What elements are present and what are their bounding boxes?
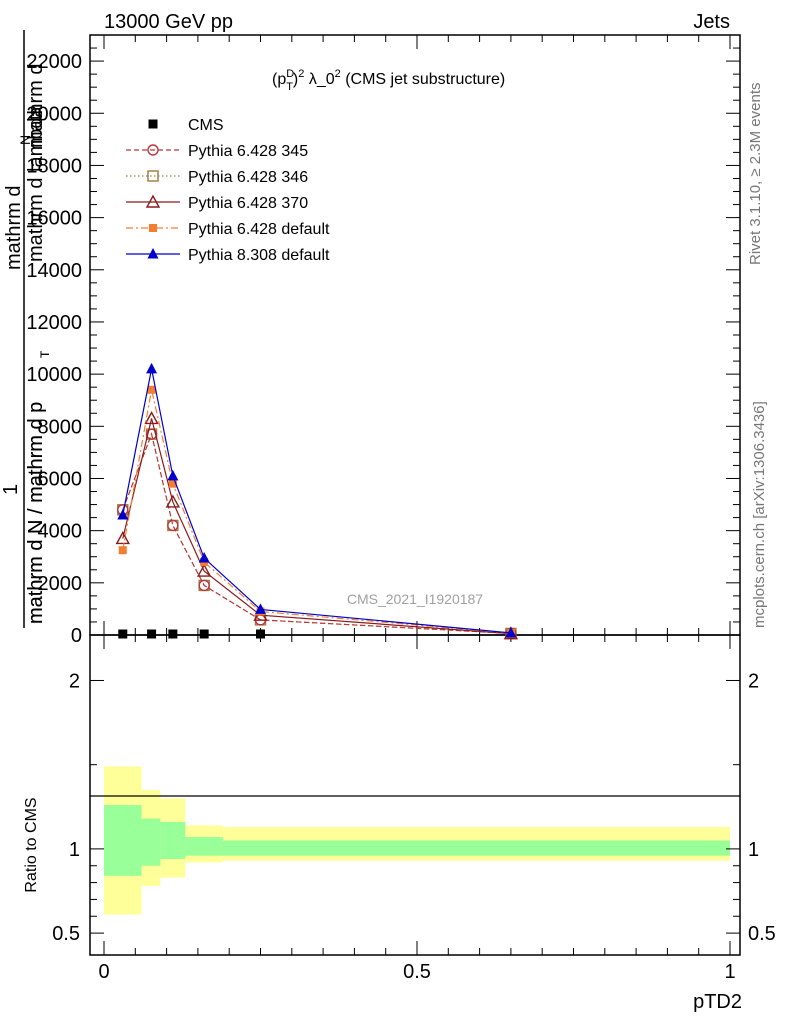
- series-line-p345: [122, 432, 511, 635]
- mcplots-label: mcplots.cern.ch [arXiv:1306.3436]: [751, 401, 768, 628]
- legend-label-p346: Pythia 6.428 346: [188, 169, 308, 186]
- y-tick-label: 2000: [38, 573, 83, 595]
- ratio-ylabel: Ratio to CMS: [23, 797, 40, 892]
- point-p6def-marker: [118, 546, 127, 555]
- point-p345-marker: [145, 428, 158, 440]
- ratio-band-inner: [185, 837, 223, 856]
- ylabel-part-5: mathrm d: [3, 186, 25, 270]
- point-p370-marker: [115, 531, 130, 545]
- y-tick-label: 4000: [38, 521, 83, 543]
- ylabel-part-8: N: [17, 135, 33, 145]
- legend-p6def-marker: [149, 224, 157, 232]
- legend: CMS Pythia 6.428 345 Pythia 6.428 346 Pythi…: [126, 117, 330, 264]
- point-p8def-marker: [117, 509, 129, 520]
- legend-p345-marker: [147, 144, 159, 156]
- ratio-bands: [104, 766, 730, 915]
- ylabel-part-4: T: [38, 350, 52, 358]
- ylabel-part-2: T: [38, 350, 52, 358]
- legend-cms-marker: [148, 119, 158, 129]
- point-p370-marker: [144, 411, 159, 425]
- series-p8def: [117, 362, 517, 638]
- y-tick-label: 14000: [26, 260, 82, 282]
- ratio-y-tick-label-right: 2: [748, 670, 759, 692]
- legend-label-p6def: Pythia 6.428 default: [188, 221, 330, 238]
- legend-label-p8def: Pythia 8.308 default: [188, 247, 330, 264]
- ratio-band-inner: [141, 818, 161, 866]
- point-p345-marker: [198, 579, 210, 592]
- y-tick-label: 18000: [26, 155, 82, 177]
- ratio-y-tick-label: 0.5: [52, 923, 80, 945]
- point-p370-marker: [165, 494, 181, 508]
- ylabel-part-6: mathrm d lambda: [25, 106, 47, 262]
- point-p8def-marker: [146, 362, 158, 374]
- ratio-y-tick-label-right: 1: [748, 839, 759, 861]
- y-tick-label: 8000: [38, 416, 83, 438]
- point-p345-marker: [167, 519, 179, 532]
- y-tick-label: 20000: [26, 103, 82, 125]
- point-cms-marker: [118, 629, 128, 639]
- point-p8def-marker: [255, 603, 266, 614]
- series-p345: [117, 428, 517, 640]
- x-tick-label: 0.5: [403, 961, 431, 983]
- x-axis-label: pTD2: [693, 991, 742, 1013]
- point-cms-marker: [199, 629, 209, 639]
- legend-p370-marker: [145, 194, 161, 208]
- ratio-y-tick-label: 1: [69, 839, 80, 861]
- ratio-x-ticks: 0 0.5 1: [98, 635, 736, 983]
- point-p6def-marker: [147, 385, 156, 394]
- ratio-band-inner: [160, 821, 186, 859]
- ratio-y-tick-label: 2: [69, 670, 80, 692]
- legend-p346-marker: [147, 170, 159, 182]
- series-line-p370: [122, 418, 511, 635]
- point-cms-marker: [147, 629, 157, 639]
- point-p8def-marker: [198, 552, 210, 563]
- ylabel-part-1: mathrm d N / mathrm d p: [25, 402, 47, 624]
- y-tick-label: 6000: [38, 468, 83, 490]
- y-tick-label: 16000: [26, 208, 82, 230]
- ylabel-part-7: mathrm d: [25, 64, 47, 148]
- ratio-band-inner: [104, 805, 142, 876]
- ylabel-part-0: 1: [0, 484, 22, 495]
- point-cms-marker: [168, 629, 178, 639]
- ratio-y-ticks: 0.5 0.5 1 1 2 2: [52, 670, 776, 945]
- legend-label-p370: Pythia 6.428 370: [188, 195, 308, 212]
- legend-label-p345: Pythia 6.428 345: [188, 143, 308, 160]
- ratio-band-inner: [222, 840, 730, 856]
- y-tick-label: 22000: [26, 51, 82, 73]
- y-tick-label: 12000: [26, 312, 82, 334]
- rivet-label: Rivet 3.1.10, ≥ 2.3M events: [747, 83, 764, 266]
- main-y-ticks: 0 2000 4000 6000 8000 10000 12000 14000 16000 180…: [26, 34, 740, 647]
- point-cms-marker: [256, 629, 265, 639]
- series-cms: [118, 629, 265, 639]
- series-line-p8def: [122, 368, 511, 634]
- series-p370: [115, 411, 519, 640]
- point-p8def-marker: [505, 626, 517, 638]
- legend-p8def-marker: [147, 248, 159, 259]
- watermark: CMS_2021_I1920187: [347, 591, 483, 607]
- ratio-y-tick-label-right: 0.5: [748, 923, 776, 945]
- y-tick-label: 10000: [26, 364, 82, 386]
- legend-label-cms: CMS: [188, 117, 224, 134]
- point-p8def-marker: [167, 469, 179, 481]
- series-line-p6def: [122, 389, 511, 634]
- header-energy: 13000 GeV pp: [104, 11, 233, 33]
- header-process: Jets: [693, 11, 730, 33]
- x-tick-label: 0: [98, 961, 109, 983]
- point-p6def-marker: [168, 479, 177, 488]
- x-tick-label: 1: [724, 961, 735, 983]
- point-p370-marker: [196, 563, 212, 577]
- y-tick-label: 0: [71, 625, 82, 647]
- ratio-plot-frame: [89, 634, 741, 956]
- main-ylabel: 1 mathrm d N / mathrm d p T mathrm d N /…: [0, 30, 52, 628]
- series-layer: [115, 362, 519, 640]
- main-title: (pD T)2 λ_02 (CMS jet substructure): [272, 68, 505, 93]
- ylabel-part-3: mathrm d N / mathrm d p: [25, 402, 47, 624]
